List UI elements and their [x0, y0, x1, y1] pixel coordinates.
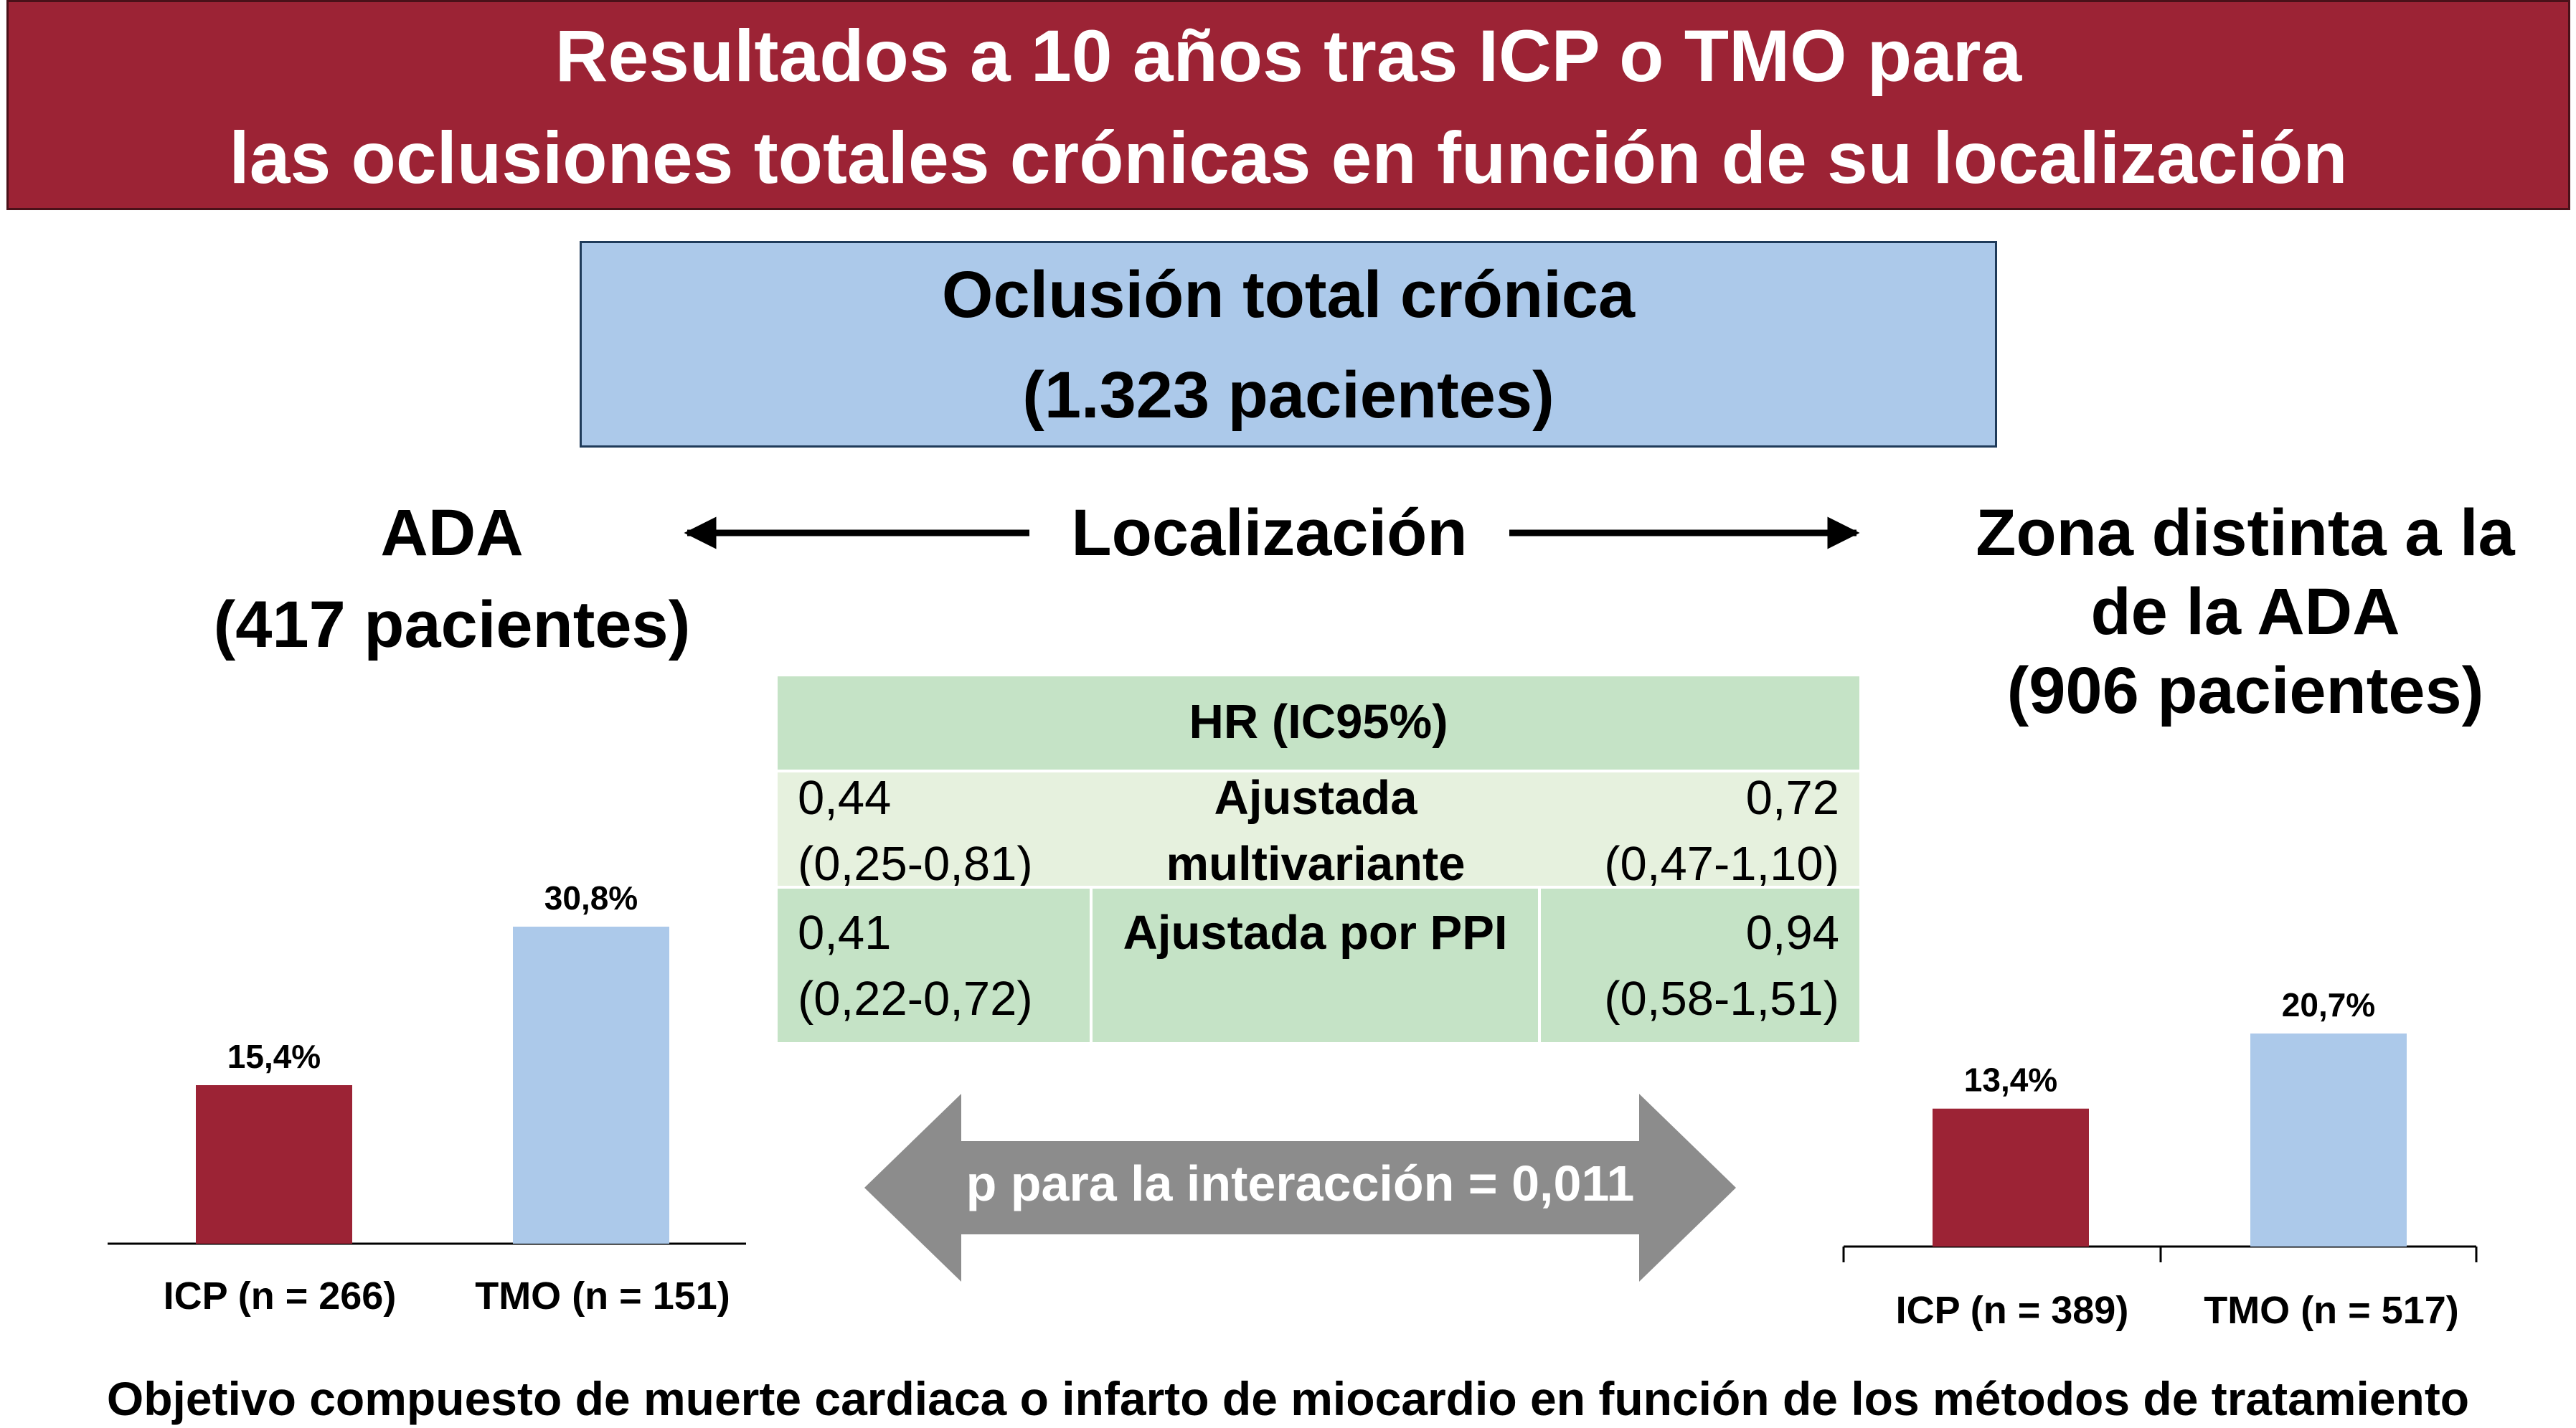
- ppi-label: Ajustada por PPI: [1123, 906, 1508, 960]
- non-ada-hr-multivariate-value: 0,72: [1745, 771, 1839, 825]
- ada-hr-ppi: 0,41 (0,22-0,72): [798, 900, 1033, 1032]
- right-group-line-2: de la ADA: [2090, 575, 2400, 648]
- ada-bar-chart: 15,4% ICP (n = 266) 30,8% TMO (n = 151): [108, 879, 746, 1318]
- multivariate-label-line-1: Ajustada: [1214, 771, 1417, 825]
- non-ada-bar-icp: [1933, 1108, 2089, 1247]
- multivariate-label: Ajustada multivariante: [1065, 765, 1567, 897]
- title-line-1: Resultados a 10 años tras ICP o TMO para: [555, 15, 2022, 97]
- right-group-heading: Zona distinta a la de la ADA (906 pacien…: [1922, 493, 2568, 730]
- non-ada-value-label-tmo: 20,7%: [2282, 986, 2375, 1023]
- cto-box: Oclusión total crónica (1.323 pacientes): [580, 241, 1997, 448]
- cto-box-line-2: (1.323 pacientes): [1022, 359, 1554, 432]
- left-group-heading: ADA (417 pacientes): [165, 493, 739, 677]
- non-ada-hr-ppi-ci: (0,58-1,51): [1604, 972, 1839, 1026]
- non-ada-hr-multivariate: 0,72 (0,47-1,10): [1604, 765, 1839, 897]
- non-ada-category-label-tmo: TMO (n = 517): [2204, 1289, 2459, 1332]
- hr-table-row-ppi: 0,41 (0,22-0,72) Ajustada por PPI 0,94 (…: [778, 889, 1859, 1042]
- ada-value-label-icp: 15,4%: [227, 1038, 321, 1075]
- title-banner: Resultados a 10 años tras ICP o TMO para…: [6, 0, 2570, 210]
- hr-table-header-row: HR (IC95%): [778, 676, 1859, 770]
- left-group-line-2: (417 pacientes): [213, 588, 691, 661]
- non-ada-category-label-icp: ICP (n = 389): [1896, 1289, 2129, 1332]
- non-ada-hr-multivariate-ci: (0,47-1,10): [1604, 837, 1839, 891]
- ada-hr-multivariate-ci: (0,25-0,81): [798, 837, 1033, 891]
- ada-bar-icp: [196, 1085, 352, 1244]
- ada-category-label-tmo: TMO (n = 151): [475, 1275, 730, 1318]
- right-group-line-3: (906 pacientes): [2006, 654, 2484, 727]
- location-label: Localización: [1071, 496, 1468, 569]
- footer-caption: Objetivo compuesto de muerte cardiaca o …: [106, 1372, 2470, 1425]
- interaction-arrow: [864, 1094, 1736, 1282]
- non-ada-hr-ppi-value: 0,94: [1745, 906, 1839, 960]
- hr-table-row-multivariate: 0,44 (0,25-0,81) Ajustada multivariante …: [778, 771, 1859, 891]
- hr-table: HR (IC95%) 0,44 (0,25-0,81) Ajustada mul…: [778, 676, 1859, 1087]
- right-group-line-1: Zona distinta a la: [1976, 496, 2515, 569]
- ada-hr-ppi-value: 0,41: [798, 906, 892, 960]
- multivariate-label-line-2: multivariante: [1166, 837, 1466, 891]
- title-line-2: las oclusiones totales crónicas en funci…: [229, 117, 2348, 199]
- hr-table-header: HR (IC95%): [1189, 695, 1448, 749]
- non-ada-hr-ppi: 0,94 (0,58-1,51): [1604, 900, 1839, 1032]
- cto-box-line-1: Oclusión total crónica: [941, 258, 1636, 331]
- ada-hr-ppi-ci: (0,22-0,72): [798, 972, 1033, 1026]
- ada-bar-tmo: [513, 927, 669, 1244]
- ada-hr-multivariate: 0,44 (0,25-0,81): [798, 765, 1033, 897]
- non-ada-bar-chart: 13,4% ICP (n = 389) 20,7% TMO (n = 517): [1842, 986, 2478, 1332]
- ada-category-label-icp: ICP (n = 266): [164, 1275, 397, 1318]
- non-ada-value-label-icp: 13,4%: [1964, 1061, 2057, 1099]
- interaction-arrow-shape: [864, 1094, 1736, 1282]
- non-ada-bar-tmo: [2250, 1033, 2407, 1247]
- ada-hr-multivariate-value: 0,44: [798, 771, 892, 825]
- left-group-line-1: ADA: [380, 496, 524, 569]
- ada-value-label-tmo: 30,8%: [544, 879, 638, 917]
- interaction-label: p para la interacción = 0,011: [966, 1155, 1635, 1211]
